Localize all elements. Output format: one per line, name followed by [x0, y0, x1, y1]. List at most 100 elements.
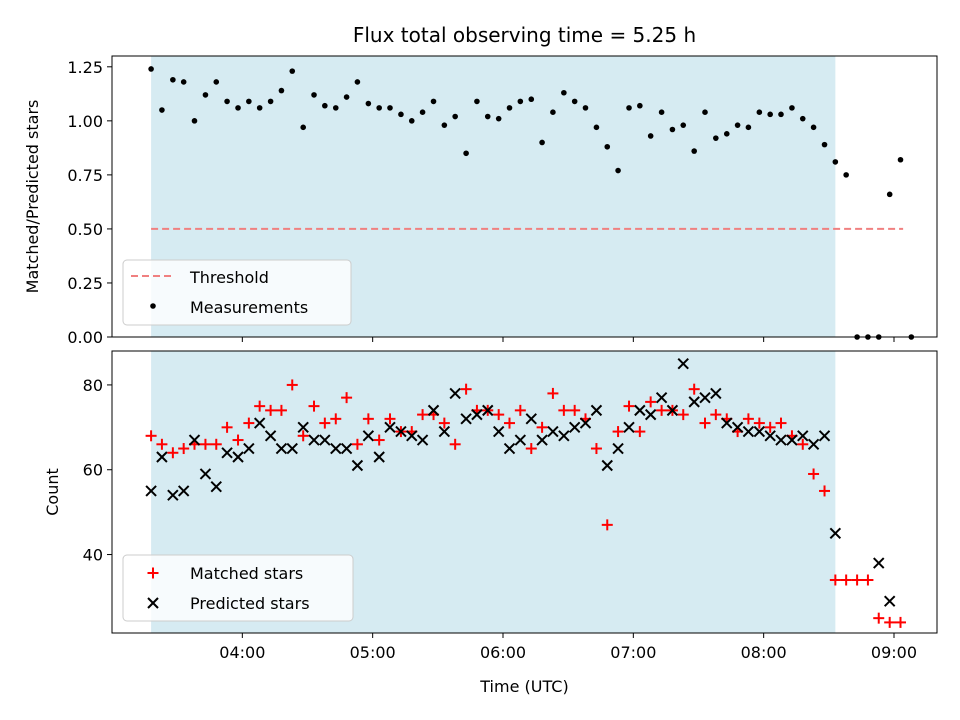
matched-star-point	[819, 485, 831, 497]
measurement-point	[832, 159, 839, 165]
bottom-y-tick-label: 60	[83, 461, 103, 480]
predicted-star-point	[395, 425, 407, 438]
legend-matched-swatch	[147, 567, 159, 579]
measurement-point	[778, 111, 784, 118]
matched-star-point	[851, 574, 863, 586]
matched-star-point	[319, 417, 331, 429]
predicted-star-point	[340, 442, 353, 455]
top-y-tick-label: 0.00	[67, 328, 103, 347]
predicted-star-point	[243, 442, 255, 455]
matched-star-point	[199, 438, 211, 450]
measurement-point	[452, 113, 458, 120]
matched-star-point	[634, 426, 646, 438]
x-tick-label: 08:00	[741, 643, 787, 662]
predicted-star-point	[655, 391, 668, 404]
measurement-point	[474, 98, 480, 105]
predicted-star-point	[829, 527, 842, 540]
matched-star-point	[504, 417, 516, 429]
matched-star-point	[862, 574, 874, 586]
measurement-point	[354, 79, 361, 85]
top-y-tick-label: 0.75	[67, 166, 103, 185]
top-y-tick-label: 1.00	[67, 112, 103, 131]
matched-star-point	[156, 438, 168, 450]
top-y-axis-label: Matched/Predicted stars	[23, 100, 42, 294]
matched-star-point	[710, 409, 722, 421]
matched-star-point	[351, 438, 363, 450]
bottom-y-tick-label: 80	[83, 376, 103, 395]
matched-star-point	[536, 421, 548, 433]
predicted-star-point	[883, 595, 896, 607]
measurement-point	[419, 109, 426, 115]
measurement-point	[647, 133, 654, 139]
predicted-star-point	[427, 404, 440, 417]
matched-star-point	[493, 409, 505, 421]
top-y-tick-label: 0.50	[67, 220, 103, 239]
predicted-star-point	[601, 459, 613, 472]
measurement-point	[300, 124, 306, 131]
bottom-panel: 40 60 80 04:00 05:00 06:00 07:00 08:00 09:00 Cou…	[43, 350, 938, 696]
x-tick-label: 05:00	[350, 643, 396, 662]
measurement-point	[332, 105, 339, 111]
measurement-point	[191, 118, 198, 124]
predicted-star-point	[384, 421, 396, 434]
predicted-star-point	[264, 430, 277, 442]
matched-star-point	[286, 379, 298, 391]
matched-star-point	[753, 417, 765, 429]
predicted-star-point	[253, 417, 266, 429]
predicted-star-point	[623, 421, 635, 434]
predicted-star-point	[710, 387, 722, 400]
predicted-star-point	[677, 358, 689, 370]
predicted-star-point	[503, 442, 516, 455]
measurement-point	[213, 79, 220, 85]
predicted-star-point	[786, 434, 798, 446]
measurement-point	[886, 191, 893, 198]
measurement-point	[289, 68, 296, 74]
matched-star-point	[210, 438, 222, 450]
predicted-star-point	[699, 391, 711, 404]
measurement-point	[170, 76, 176, 83]
measurement-point	[615, 167, 621, 174]
measurement-point	[637, 102, 643, 109]
predicted-star-point	[210, 480, 222, 493]
measurement-point	[376, 105, 382, 111]
measurement-point	[680, 122, 687, 128]
predicted-star-point	[167, 489, 179, 501]
predicted-star-point	[482, 404, 494, 417]
measurement-point	[398, 111, 404, 118]
matched-star-point	[884, 616, 896, 628]
measurement-point	[789, 105, 795, 111]
measurement-point	[441, 122, 448, 128]
measurement-point	[810, 124, 817, 131]
matched-star-point	[699, 417, 711, 429]
predicted-star-point	[330, 442, 342, 455]
matched-star-point	[873, 612, 885, 624]
measurement-point	[734, 122, 741, 128]
matched-star-point	[417, 409, 429, 421]
matched-star-point	[384, 413, 396, 425]
measurement-point	[246, 98, 252, 105]
measurement-point	[180, 79, 187, 85]
matched-star-point	[590, 443, 602, 455]
measurement-point	[799, 115, 806, 122]
measurement-point	[756, 109, 763, 115]
predicted-star-point	[634, 404, 646, 417]
measurement-point	[767, 111, 773, 118]
predicted-star-point	[579, 417, 592, 429]
predicted-star-point	[492, 425, 505, 438]
measurement-point	[713, 135, 719, 141]
matched-star-point	[764, 421, 776, 433]
measurement-point	[408, 118, 415, 124]
predicted-star-point	[666, 404, 679, 417]
matched-star-point	[449, 438, 461, 450]
top-y-tick-label: 1.25	[67, 58, 103, 77]
legend-matched-label: Matched stars	[190, 564, 303, 583]
predicted-star-point	[742, 425, 755, 438]
measurement-point	[723, 131, 730, 137]
predicted-star-point	[568, 421, 581, 434]
matched-star-point	[775, 417, 787, 429]
measurement-point	[550, 109, 556, 115]
top-legend: Threshold Measurements	[122, 259, 352, 326]
matched-star-point	[178, 443, 190, 455]
predicted-star-point	[547, 425, 559, 438]
